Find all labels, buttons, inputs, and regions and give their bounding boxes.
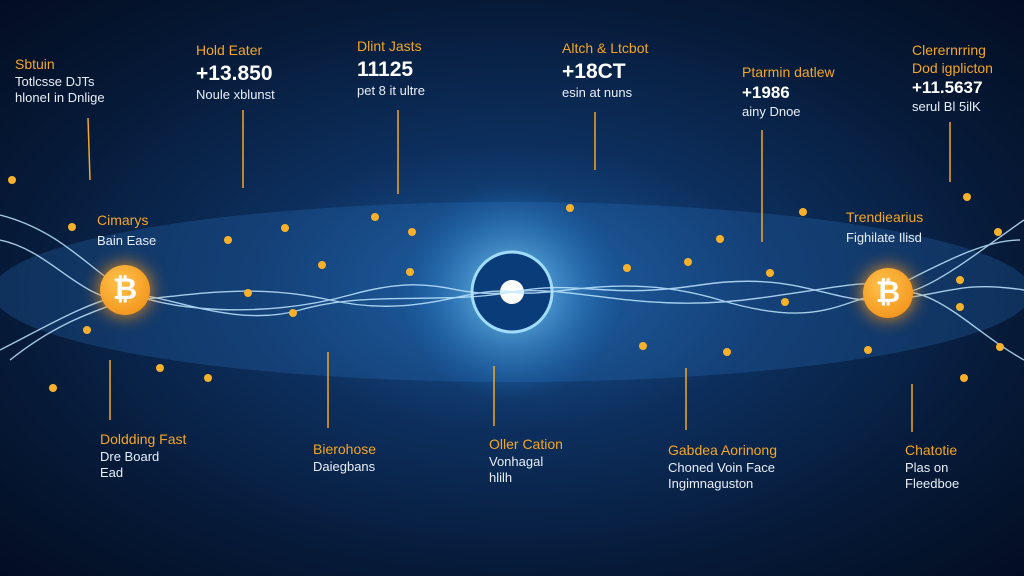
label-value: +1986 (742, 82, 790, 102)
label-title: Altch & Ltcbot (562, 40, 649, 56)
label-line: hloneI in Dnlige (15, 89, 105, 105)
bitcoin-coin: ₿ (100, 265, 150, 315)
label-title: Clerernrring (912, 42, 986, 58)
label-line: Fighilate Ilisd (846, 229, 922, 245)
label-title: Ptarmin datlew (742, 64, 835, 80)
label-title: Dlint Jasts (357, 38, 422, 54)
label-group: Ptarmin datlew +1986 ainy Dnoe (742, 64, 835, 120)
label-line: Totlcsse DJTs (15, 73, 95, 89)
label-title: Trendiearius (846, 209, 924, 225)
orange-dots (8, 176, 1004, 392)
label-line: Noule xblunst (196, 86, 275, 102)
label-group: Trendiearius Fighilate Ilisd (846, 209, 923, 246)
label-title: Gabdea Aorinong (668, 442, 777, 458)
label-value: +18CT (562, 59, 626, 83)
label-value: 11125 (357, 57, 414, 81)
label-group: Bierohose Daiegbans (313, 441, 376, 475)
label-group: Clerernrring Dod igplicton +11.5637 seru… (912, 42, 993, 115)
label-title: Chatotie (905, 442, 958, 458)
label-line: Choned Voin Face (668, 459, 775, 475)
label-title: Hold Eater (196, 42, 263, 58)
label-group: Altch & Ltcbot +18CT esin at nuns (562, 40, 648, 101)
label-line: Dre Board (100, 448, 160, 464)
label-value: +13.850 (196, 61, 273, 85)
label-line: Vonhagal (489, 453, 544, 469)
label-line: esin at nuns (562, 84, 633, 100)
label-line: Plas on (905, 459, 949, 475)
label-group: Doldding Fast Dre Board Ead (100, 431, 186, 481)
bitcoin-coin: ₿ (863, 268, 913, 318)
label-line: pet 8 it ultre (357, 82, 425, 98)
label-group: Gabdea Aorinong Choned Voin Face Ingimna… (668, 442, 777, 492)
label-line: Ingimnaguston (668, 475, 754, 491)
label-group: Oller Cation Vonhagal hlilh (489, 436, 563, 486)
label-title: Sbtuin (15, 56, 55, 72)
label-group: Chatotie Plas on Fleedboe (905, 442, 959, 492)
label-title: Dod igplicton (912, 59, 993, 76)
label-title: Doldding Fast (100, 431, 187, 447)
label-line: ainy Dnoe (742, 103, 801, 119)
label-line: Fleedboe (905, 475, 960, 491)
label-line: Ead (100, 464, 124, 480)
label-value: +11.5637 (912, 78, 983, 97)
label-line: Bain Ease (97, 232, 157, 248)
label-title: Oller Cation (489, 436, 563, 452)
label-group: Hold Eater +13.850 Noule xblunst (196, 42, 275, 103)
label-line: Daiegbans (313, 458, 376, 474)
label-title: Bierohose (313, 441, 377, 457)
label-group: Dlint Jasts 11125 pet 8 it ultre (357, 38, 425, 99)
label-group: Sbtuin Totlcsse DJTs hloneI in Dnlige (15, 56, 105, 106)
pointer-lines (87, 110, 951, 432)
label-line: hlilh (489, 469, 513, 485)
label-group: Cimarys Bain Ease (97, 212, 156, 249)
label-title: Cimarys (97, 212, 149, 228)
label-line: serul Bl 5ilK (912, 99, 981, 115)
